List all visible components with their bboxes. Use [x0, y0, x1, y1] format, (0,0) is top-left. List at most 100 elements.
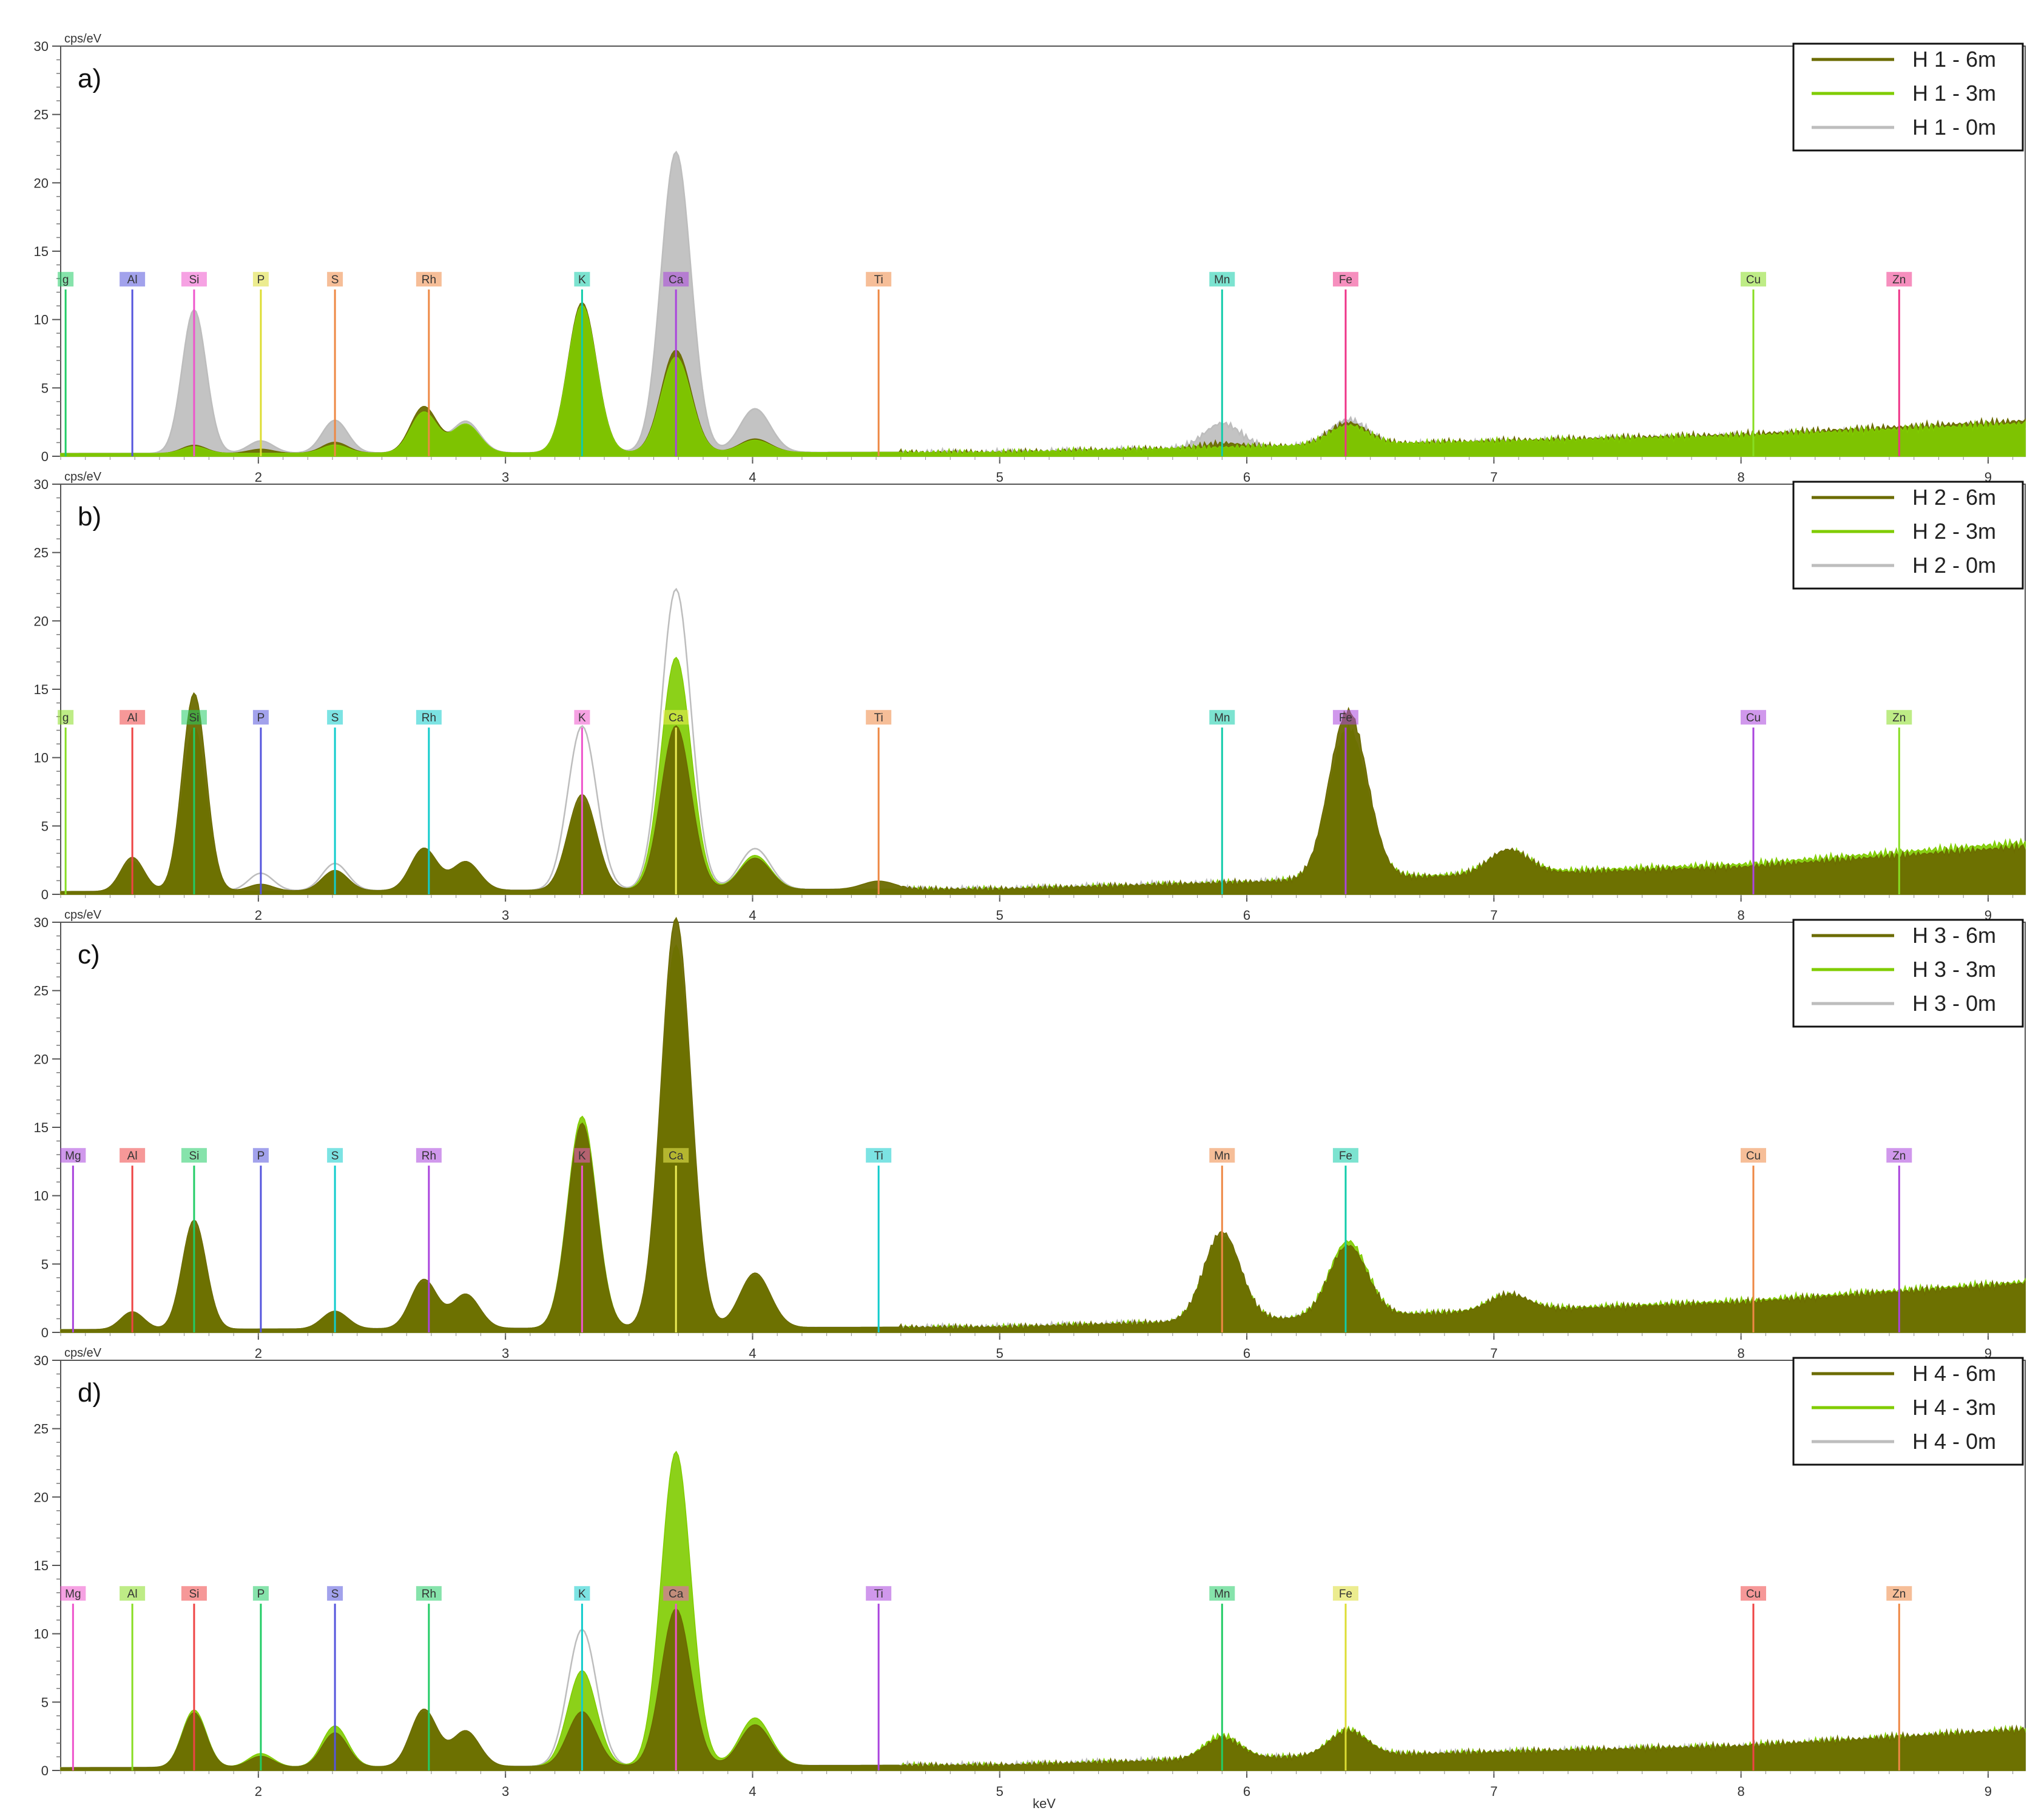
element-marker-tag: [1332, 272, 1358, 287]
y-tick-label: 25: [34, 545, 49, 561]
element-marker-label: Zn: [1892, 1150, 1906, 1163]
y-tick-label: 20: [34, 1490, 49, 1505]
element-marker-tag: [1886, 272, 1912, 287]
x-tick-label: 8: [1737, 470, 1744, 485]
legend-box: [1792, 481, 2024, 590]
element-marker-tag: [120, 272, 146, 287]
y-tick-label: 30: [34, 1353, 49, 1368]
x-tick-label: 3: [502, 908, 509, 923]
element-marker-tag: [181, 1586, 207, 1601]
element-marker-label: P: [257, 1150, 265, 1163]
legend-box: [1792, 919, 2024, 1028]
x-tick-label: 8: [1737, 1784, 1744, 1799]
x-tick-label: 6: [1243, 908, 1250, 923]
element-marker-label: Si: [189, 1588, 199, 1601]
legend-item-label: H 1 - 0m: [1912, 115, 1996, 140]
element-marker-label: Ca: [669, 1588, 684, 1601]
element-marker-tag: [574, 1586, 590, 1601]
element-marker-tag: [327, 272, 343, 287]
element-marker-label: S: [331, 1588, 339, 1601]
element-marker-tag: [252, 272, 269, 287]
element-marker-label: Fe: [1339, 1588, 1352, 1601]
legend-item-label: H 4 - 6m: [1912, 1361, 1996, 1386]
element-marker-tag: [252, 1148, 269, 1163]
legend-item-label: H 3 - 6m: [1912, 923, 1996, 948]
y-unit-label: cps/eV: [64, 908, 102, 922]
legend-item-label: H 2 - 0m: [1912, 553, 1996, 578]
x-tick-label: 8: [1737, 908, 1744, 923]
x-tick-label: 5: [996, 470, 1003, 485]
element-marker-tag: [416, 710, 442, 725]
element-marker-tag: [327, 1148, 343, 1163]
element-marker-label: Ti: [874, 274, 883, 286]
y-unit-label: cps/eV: [64, 32, 102, 46]
y-tick-label: 15: [34, 1558, 49, 1573]
x-tick-label: 4: [749, 1784, 756, 1799]
element-marker-label: Ca: [669, 274, 684, 286]
x-axis-label: keV: [1033, 1796, 1056, 1811]
x-tick-label: 3: [502, 1784, 509, 1799]
element-marker-label: P: [257, 1588, 265, 1601]
element-marker-label: Al: [127, 712, 138, 724]
panel-frame: [60, 922, 2026, 1333]
element-marker-tag: [327, 710, 343, 725]
element-marker-tag: [574, 272, 590, 287]
element-marker-label: Zn: [1892, 712, 1906, 724]
y-unit-label: cps/eV: [64, 1346, 102, 1360]
element-marker-tag: [1886, 710, 1912, 725]
element-marker-label: Mn: [1214, 1588, 1230, 1601]
element-marker-tag: [866, 1148, 892, 1163]
element-marker-label: Cu: [1746, 1150, 1761, 1163]
element-marker-label: Zn: [1892, 1588, 1906, 1601]
element-marker-label: g: [62, 274, 69, 286]
x-tick-label: 2: [255, 1784, 262, 1799]
element-marker-tag: [1209, 272, 1235, 287]
spectrum-h3-6m: [60, 916, 2026, 1333]
element-marker-label: Mn: [1214, 1150, 1230, 1163]
element-marker-tag: [58, 272, 74, 287]
element-marker-tag: [416, 1586, 442, 1601]
legend-box: [1792, 42, 2024, 152]
element-marker-label: Ti: [874, 712, 883, 724]
element-marker-tag: [866, 710, 892, 725]
element-marker-label: Cu: [1746, 712, 1761, 724]
x-tick-label: 4: [749, 908, 756, 923]
x-tick-label: 3: [502, 1346, 509, 1361]
element-marker-tag: [1332, 710, 1358, 725]
x-tick-label: 6: [1243, 470, 1250, 485]
element-marker-label: P: [257, 712, 265, 724]
element-marker-label: Al: [127, 1150, 138, 1163]
element-marker-tag: [866, 1586, 892, 1601]
element-marker-label: Si: [189, 274, 199, 286]
element-marker-label: Mn: [1214, 712, 1230, 724]
element-marker-label: Si: [189, 712, 199, 724]
element-marker-tag: [181, 1148, 207, 1163]
y-tick-label: 30: [34, 915, 49, 930]
panel-label: d): [78, 1378, 101, 1408]
element-marker-label: Ti: [874, 1150, 883, 1163]
element-marker-tag: [574, 1148, 590, 1163]
element-marker-label: Cu: [1746, 1588, 1761, 1601]
element-marker-tag: [252, 710, 269, 725]
element-marker-label: Rh: [422, 274, 436, 286]
y-tick-label: 0: [41, 887, 49, 902]
x-tick-label: 5: [996, 1346, 1003, 1361]
element-marker-tag: [252, 1586, 269, 1601]
x-tick-label: 5: [996, 908, 1003, 923]
element-marker-tag: [1209, 1586, 1235, 1601]
y-tick-label: 0: [41, 449, 49, 464]
element-marker-tag: [327, 1586, 343, 1601]
element-marker-tag: [416, 1148, 442, 1163]
element-marker-label: Mg: [65, 1150, 81, 1163]
element-marker-tag: [181, 710, 207, 725]
element-marker-label: K: [578, 1588, 586, 1601]
legend-item-label: H 4 - 0m: [1912, 1429, 1996, 1454]
element-marker-label: Ca: [669, 1150, 684, 1163]
element-marker-label: Si: [189, 1150, 199, 1163]
element-marker-tag: [58, 710, 74, 725]
spectrum-h2-6m: [60, 692, 2026, 895]
